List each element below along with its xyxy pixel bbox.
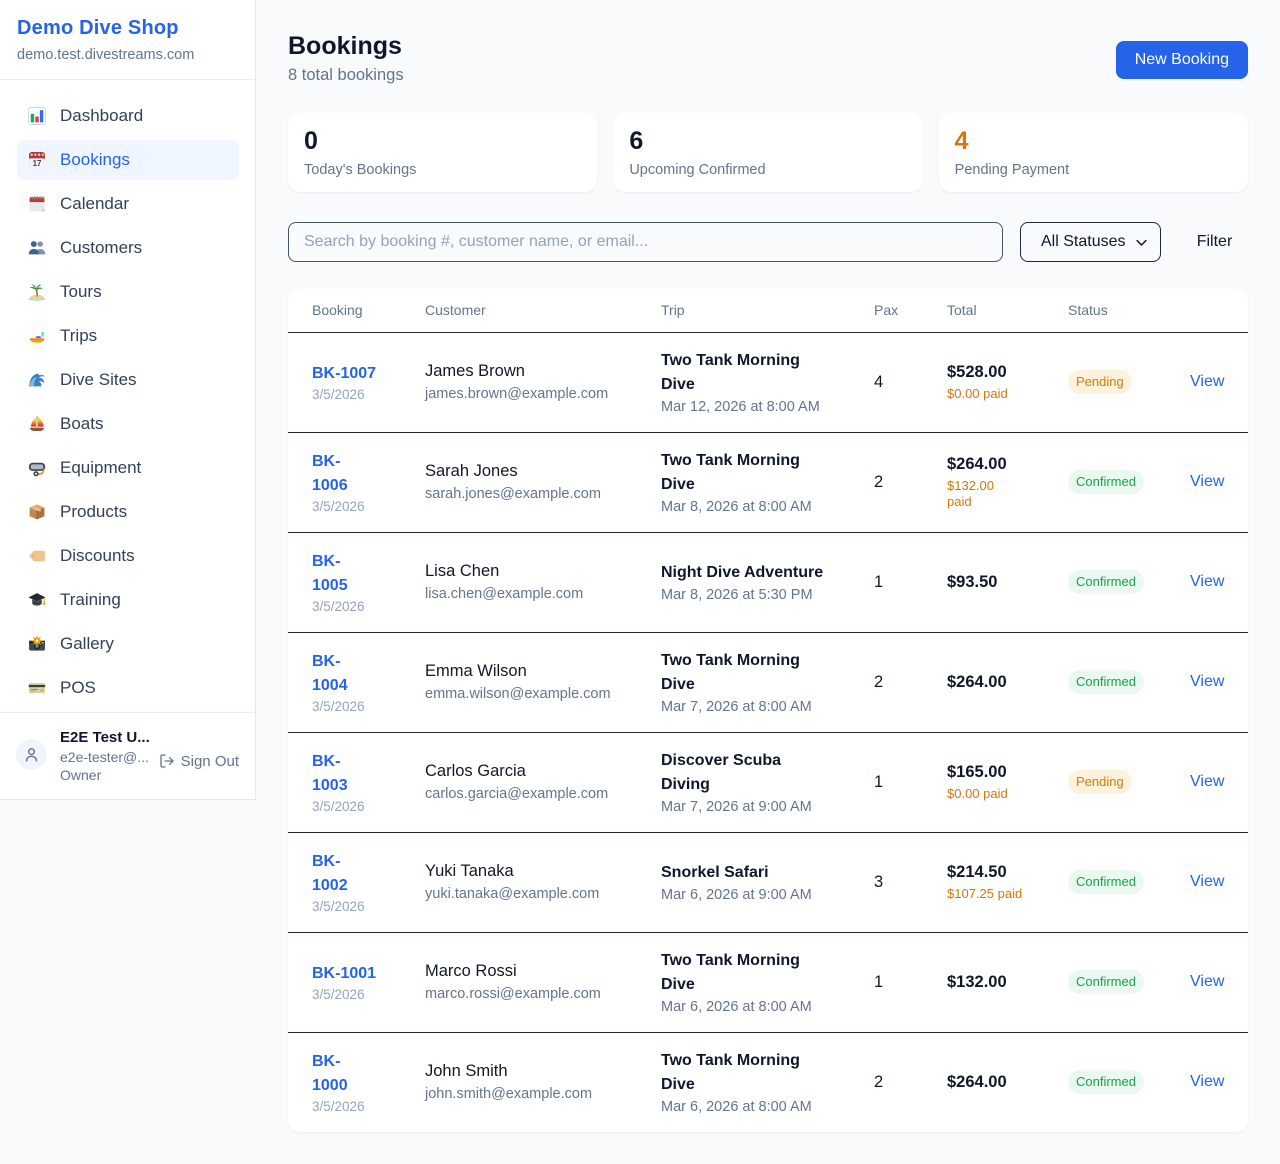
svg-text:17: 17 [33, 159, 42, 168]
